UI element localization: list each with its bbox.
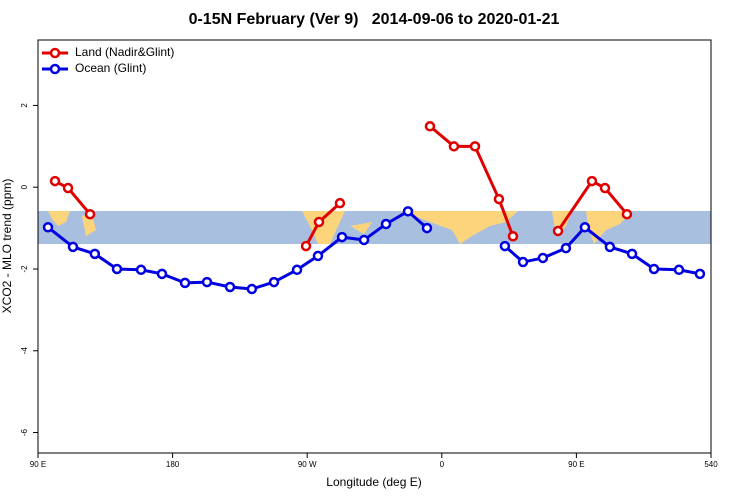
data-point [673, 264, 685, 276]
data-point [336, 231, 348, 243]
data-point [626, 248, 638, 260]
data-point [135, 264, 147, 276]
y-tick-label: -4 [20, 347, 29, 355]
data-point [621, 208, 633, 220]
x-tick-label: 180 [166, 460, 180, 469]
data-point [493, 193, 505, 205]
data-point [604, 241, 616, 253]
data-point [268, 276, 280, 288]
data-point [84, 208, 96, 220]
data-point [300, 240, 312, 252]
series-line [503, 225, 701, 276]
data-point [224, 281, 236, 293]
y-tick-label: -6 [20, 428, 29, 436]
data-point [62, 182, 74, 194]
data-point [111, 263, 123, 275]
data-point [537, 252, 549, 264]
data-point [312, 250, 324, 262]
data-point [89, 248, 101, 260]
x-tick-label: 540 [704, 460, 718, 469]
data-point [694, 268, 706, 280]
data-point [49, 175, 61, 187]
data-point [599, 182, 611, 194]
data-point [469, 141, 481, 152]
data-point [507, 231, 519, 242]
data-point [313, 216, 325, 228]
data-point [586, 175, 598, 187]
legend-marker [49, 63, 61, 75]
data-point [499, 240, 511, 252]
y-axis-label: XCO2 - MLO trend (ppm) [0, 179, 14, 314]
data-point [448, 141, 460, 152]
data-point [402, 206, 414, 217]
legend-label: Ocean (Glint) [75, 61, 146, 75]
data-point [156, 268, 168, 280]
series-line [556, 179, 629, 232]
data-point [380, 218, 392, 230]
data-point [517, 256, 529, 268]
data-point [42, 222, 54, 233]
data-point [246, 283, 258, 295]
legend-label: Land (Nadir&Glint) [75, 45, 174, 59]
x-tick-label: 90 E [568, 460, 584, 469]
legend-marker [49, 47, 61, 59]
data-point [648, 263, 660, 275]
map-strip [38, 211, 711, 244]
data-point [560, 242, 572, 254]
data-point [552, 225, 564, 237]
x-tick-label: 90 E [30, 460, 46, 469]
data-point [179, 277, 191, 289]
data-point [291, 264, 303, 276]
x-tick-label: 0 [440, 460, 445, 469]
y-tick-label: 2 [20, 103, 29, 108]
data-point [579, 222, 591, 233]
data-point [421, 222, 433, 234]
chart-title: 0-15N February (Ver 9) 2014-09-06 to 202… [189, 11, 560, 28]
data-point [201, 276, 213, 288]
x-axis-label: Longitude (deg E) [326, 475, 421, 489]
data-point [334, 197, 346, 209]
data-point [67, 241, 79, 253]
plot-frame [37, 39, 712, 454]
data-point [424, 121, 436, 132]
y-tick-label: 0 [20, 184, 29, 189]
x-tick-label: 90 W [298, 460, 317, 469]
data-point [358, 234, 370, 246]
y-tick-label: -2 [20, 265, 29, 273]
